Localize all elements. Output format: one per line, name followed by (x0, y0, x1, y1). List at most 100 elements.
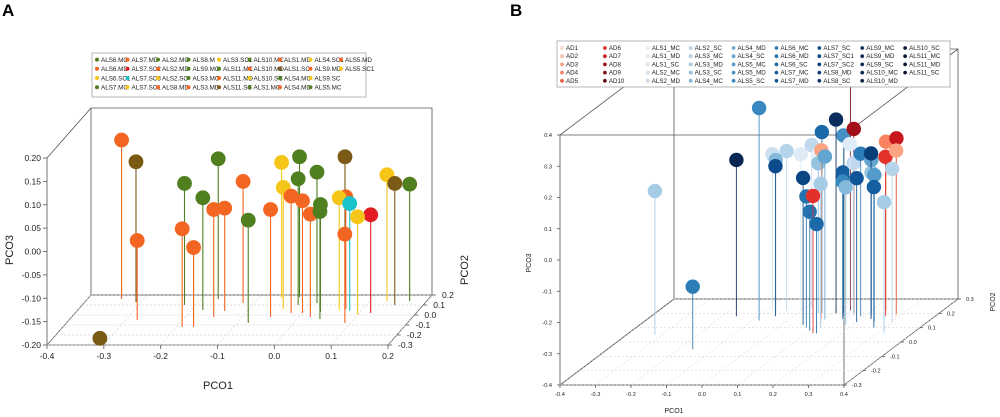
chart-b-legend-swatch (688, 54, 693, 59)
chart-a-point (295, 193, 310, 209)
chart-b-legend-label: ALS6_SC (780, 61, 808, 68)
chart-a-legend-swatch (339, 66, 343, 71)
chart-a-legend-label: ALS7.SC1 (132, 85, 162, 92)
chart-b-legend-label: ALS1_MD (652, 53, 681, 60)
chart-a-legend-label: ALS4.SC1 (315, 57, 345, 64)
chart-a-legend-swatch (278, 66, 282, 71)
chart-b-point (779, 143, 794, 159)
chart-a-legend-label: ALS11.MD (223, 75, 253, 82)
chart-a-point (363, 207, 379, 223)
chart-a-point (292, 149, 307, 165)
chart-b-legend-swatch (903, 45, 908, 50)
chart-a-grid-x (217, 294, 262, 346)
chart-b-legend-swatch (645, 45, 650, 50)
chart-b-legend-swatch (774, 70, 779, 75)
chart-a-legend-label: ALS1.SC (284, 66, 310, 73)
chart-b-legend-label: AD9 (609, 70, 622, 77)
chart-b-point (809, 216, 824, 232)
chart-b-point (751, 100, 767, 116)
chart-a-point (337, 149, 353, 165)
chart-a-legend-swatch (278, 57, 282, 62)
chart-b-legend-label: ALS7_SC (823, 45, 851, 52)
chart-a-legend-swatch (278, 85, 282, 90)
chart-a-legend-swatch (186, 85, 191, 90)
chart-b-grid-x (630, 298, 746, 386)
chart-b-x-tick-label: 0.3 (805, 392, 813, 398)
chart-b-legend-swatch (817, 45, 822, 50)
chart-b-legend-label: ALS8_SC (823, 78, 851, 85)
chart-b-point (863, 146, 879, 161)
chart-b-legend-swatch (731, 54, 736, 59)
chart-a-y-tick-label: 0.1 (433, 300, 445, 310)
chart-b-legend-label: ALS9_MC (866, 45, 895, 52)
chart-a-z-tick-label: 0.15 (24, 176, 41, 186)
chart-b-x-tick-label: -0.4 (555, 392, 565, 398)
chart-a-grid-x (387, 294, 433, 346)
chart-b-legend-label: ALS11_MC (909, 53, 941, 60)
chart-b-point (795, 170, 811, 186)
chart-b-legend-label: ALS5_MD (738, 70, 767, 77)
chart-b-point (853, 146, 868, 161)
chart-a-point (235, 174, 251, 189)
chart-a-legend-swatch (125, 85, 130, 90)
chart-b-legend-label: AD7 (609, 53, 622, 60)
chart-a-z-tick-label: -0.15 (22, 317, 42, 327)
chart-b-y-tick-label: 0.2 (947, 311, 955, 317)
chart-a-legend-label: ALS6.SC1 (101, 75, 131, 82)
chart-a-z-axis-label: PCO3 (4, 235, 16, 265)
chart-b-z-tick-label: 0.0 (544, 258, 552, 264)
chart-b-legend-swatch (688, 45, 693, 50)
chart-b-legend-label: AD6 (609, 45, 622, 52)
chart-b-z-tick-label: -0.3 (542, 352, 552, 358)
chart-a-legend-label: ALS3.SC1 (223, 57, 253, 64)
chart-b-point (814, 124, 830, 140)
chart-a-grid-x (330, 294, 376, 346)
chart-a-point (283, 188, 299, 204)
chart-a-legend-label: ALS5.MD (345, 57, 372, 64)
chart-b-legend-label: ALS5_MC (738, 61, 767, 68)
chart-a-legend-label: ALS11.MC (223, 66, 253, 73)
chart-a-x-tick-label: -0.2 (153, 351, 168, 361)
chart-a-legend-swatch (339, 57, 343, 62)
chart-a-point (186, 240, 201, 255)
chart-a-point (312, 204, 328, 219)
chart-b-x-tick-label: -0.2 (626, 392, 636, 398)
chart-a-legend-label: ALS3.MD (193, 85, 220, 92)
chart-b-legend-label: ALS3_SC (695, 70, 723, 77)
chart-b-point (838, 180, 853, 195)
chart-a-x-tick-label: 0.0 (268, 351, 280, 361)
chart-a-legend-swatch (95, 66, 99, 71)
chart-a-y-axis-label: PCO2 (459, 255, 471, 285)
chart-a-legend-label: ALS2.SC (162, 75, 188, 82)
chart-a-legend-swatch (308, 76, 313, 80)
chart-b-legend-label: ALS1_MC (652, 45, 681, 52)
chart-b-legend-label: ALS10_SC (909, 45, 940, 52)
chart-b-legend-swatch (559, 62, 564, 67)
chart-b-z-tick-label: 0.1 (544, 227, 552, 233)
chart-a-legend-label: ALS9.SC (315, 75, 341, 82)
chart-b-legend-swatch (602, 62, 607, 67)
chart-b-z-tick-label: 0.3 (544, 164, 552, 170)
chart-a-legend-swatch (217, 66, 221, 71)
panel-label-b: B (510, 1, 522, 20)
chart-b-legend-label: AD10 (609, 78, 625, 85)
chart-a-y-tick-label: -0.2 (407, 330, 422, 340)
chart-a-legend-label: ALS2.MC (162, 57, 189, 64)
chart-a-legend-swatch (156, 85, 160, 90)
chart-a-legend-swatch (217, 76, 221, 80)
chart-a-legend-swatch (186, 66, 191, 71)
chart-b-svg: -0.4 -0.3 -0.2 -0.1 0.0 0.1 0.2 0.3 0.4 -0.4 -0.3 -… (510, 1, 997, 415)
chart-a-x-tick-label: 0.1 (325, 351, 337, 361)
chart-a-legend-swatch (278, 76, 282, 80)
chart-b-legend-swatch (817, 78, 822, 83)
chart-a-grid-x (46, 294, 92, 346)
chart-b-legend-label: ALS2_MC (652, 70, 681, 77)
chart-a-legend-label: ALS7.MC (101, 85, 128, 92)
chart-b-legend-swatch (559, 45, 564, 50)
chart-a-legend-swatch (186, 57, 191, 62)
chart-a-top-edge (46, 107, 92, 159)
chart-a-x-tick-label: -0.3 (97, 351, 112, 361)
chart-a-y-tick-label: -0.1 (416, 320, 431, 330)
chart-b-point (793, 147, 808, 162)
chart-a-legend-swatch (156, 76, 160, 80)
